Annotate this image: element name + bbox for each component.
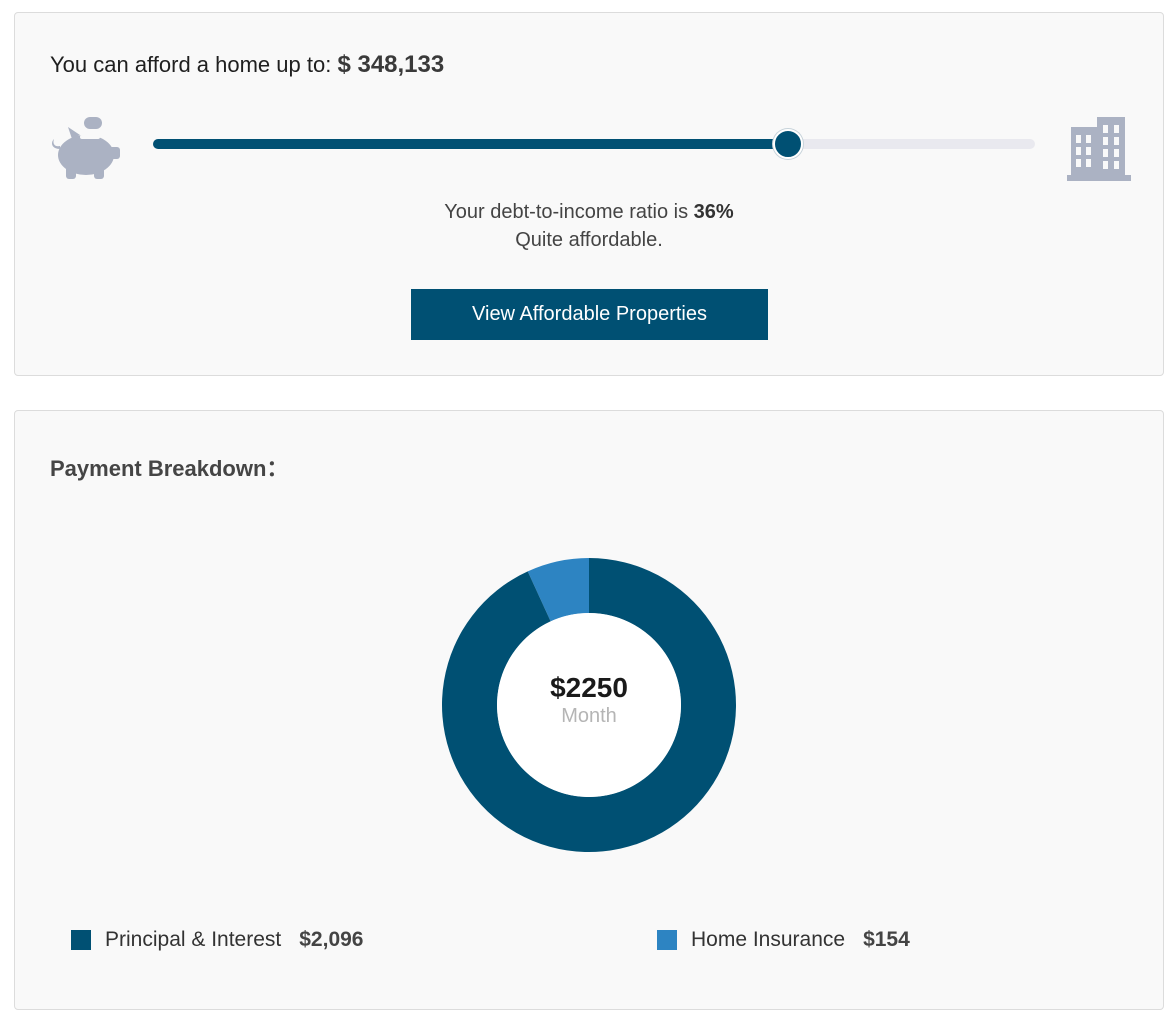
donut-center: $2250 Month (441, 673, 737, 729)
donut-hole (497, 613, 681, 797)
view-affordable-properties-button[interactable]: View Affordable Properties (411, 289, 768, 340)
slider-thumb[interactable] (773, 129, 804, 159)
donut-slice-principal-interest (442, 558, 736, 852)
legend-label-home-insurance: Home Insurance (691, 928, 846, 951)
dti-value: 36% (693, 201, 734, 223)
payment-breakdown-card: Payment Breakdown： $2250 Month Principal… (14, 410, 1164, 1010)
legend-label-principal-interest: Principal & Interest (105, 928, 282, 951)
building-icon (1067, 117, 1131, 181)
legend-principal-interest: Principal & Interest $2,096 (71, 927, 363, 953)
dti-prefix: Your debt-to-income ratio is (444, 201, 689, 223)
donut-unit: Month (561, 705, 617, 727)
breakdown-heading: Payment Breakdown： (50, 451, 288, 483)
donut-slice-home-insurance (527, 558, 589, 622)
donut-total: $2250 (550, 672, 628, 703)
afford-amount: $ 348,133 (337, 51, 445, 78)
dti-ratio: Your debt-to-income ratio is 36% (15, 201, 1163, 224)
dti-assessment: Quite affordable. (515, 229, 663, 251)
piggy-bank-icon (52, 117, 120, 179)
breakdown-title-colon: ： (266, 456, 289, 481)
breakdown-title: Payment Breakdown (50, 456, 267, 481)
legend-home-insurance: Home Insurance $154 (657, 927, 910, 953)
legend-swatch-home-insurance (657, 930, 677, 950)
legend-value-principal-interest: $2,096 (299, 928, 364, 951)
legend-swatch-principal-interest (71, 930, 91, 950)
afford-heading: You can afford a home up to: $ 348,133 (50, 51, 444, 79)
affordability-card: You can afford a home up to: $ 348,133 (14, 12, 1164, 376)
afford-heading-text: You can afford a home up to: (50, 52, 332, 77)
legend-value-home-insurance: $154 (863, 928, 910, 951)
payment-donut-chart (442, 558, 736, 852)
slider-fill (153, 139, 789, 149)
affordability-slider[interactable] (153, 129, 1035, 159)
